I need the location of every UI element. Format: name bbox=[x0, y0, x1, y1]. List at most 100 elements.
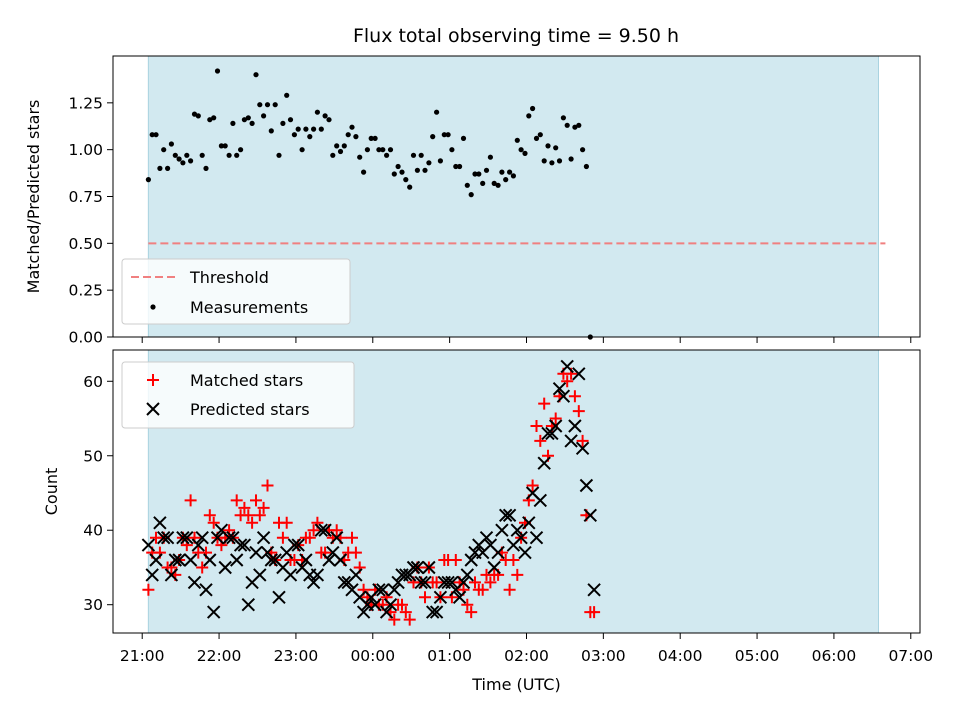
measurement-point bbox=[299, 147, 305, 153]
predicted-star-point bbox=[145, 568, 159, 582]
predicted-star-point bbox=[533, 493, 548, 508]
predicted-star-point bbox=[429, 605, 444, 619]
measurement-point bbox=[257, 102, 263, 108]
x-tick-label: 04:00 bbox=[658, 647, 703, 665]
matched-star-point bbox=[253, 509, 266, 522]
predicted-star-point bbox=[568, 419, 582, 433]
predicted-star-point bbox=[349, 568, 363, 582]
measurement-point bbox=[407, 184, 413, 190]
predicted-star-point bbox=[552, 381, 567, 396]
matched-star-point bbox=[576, 434, 589, 447]
measurement-point bbox=[291, 132, 297, 138]
matched-star-point bbox=[399, 606, 412, 619]
measurement-point bbox=[199, 152, 205, 158]
matched-star-point bbox=[538, 397, 551, 410]
y-tick-label: 0.50 bbox=[68, 235, 103, 253]
measurement-point bbox=[533, 135, 540, 141]
measurement-point bbox=[168, 141, 174, 147]
x-tick-label: 01:00 bbox=[427, 647, 472, 665]
measurement-point bbox=[172, 152, 178, 158]
measurement-point bbox=[476, 171, 482, 177]
measurement-point bbox=[364, 147, 370, 153]
measurement-point bbox=[468, 192, 474, 198]
measurement-point bbox=[311, 126, 317, 132]
measurement-point bbox=[426, 160, 432, 166]
x-tick-label: 00:00 bbox=[350, 647, 395, 665]
predicted-star-point bbox=[587, 583, 601, 597]
measurement-point bbox=[295, 126, 301, 132]
predicted-star-point bbox=[218, 560, 232, 575]
measurement-point bbox=[495, 182, 501, 188]
measurement-point bbox=[445, 132, 451, 138]
measurement-point bbox=[161, 147, 167, 153]
predicted-star-point bbox=[241, 597, 256, 612]
top-legend: Threshold Measurements bbox=[121, 258, 351, 325]
predicted-star-point bbox=[356, 605, 371, 619]
predicted-star-point bbox=[306, 575, 321, 590]
measurement-point bbox=[330, 152, 336, 158]
predicted-star-point bbox=[422, 560, 436, 575]
bottom-x-ticks: 21:00 22:00 23:00 00:00 01:00 02:00 03:00 04:00… bbox=[120, 633, 933, 665]
matched-star-point bbox=[203, 509, 216, 522]
measurement-point bbox=[422, 167, 428, 173]
matched-star-point bbox=[349, 546, 362, 559]
predicted-star-point bbox=[383, 597, 398, 612]
measurement-point bbox=[483, 167, 490, 173]
predicted-star-point bbox=[406, 560, 421, 575]
y-tick-label: 1.25 bbox=[68, 94, 103, 112]
measurement-point bbox=[165, 165, 171, 171]
predicted-star-point bbox=[310, 568, 325, 582]
matched-star-point bbox=[230, 494, 243, 507]
measurement-point bbox=[272, 102, 278, 108]
measurement-point bbox=[376, 147, 382, 153]
top-y-ticks: 0.00 0.25 0.50 0.75 1.00 1.25 bbox=[68, 94, 113, 347]
predicted-star-point bbox=[491, 545, 505, 560]
legend-measurement-swatch bbox=[150, 304, 156, 310]
measurement-point bbox=[537, 132, 543, 138]
predicted-star-point bbox=[149, 553, 163, 567]
measurement-point bbox=[395, 163, 401, 170]
y-tick-label: 30 bbox=[83, 596, 103, 614]
predicted-star-point bbox=[579, 478, 594, 493]
measurement-point bbox=[410, 152, 417, 158]
predicted-star-point bbox=[156, 530, 171, 545]
measurement-point bbox=[472, 171, 478, 177]
measurement-point bbox=[583, 163, 590, 170]
measurement-point bbox=[491, 180, 497, 186]
matched-star-point bbox=[261, 479, 274, 492]
y-tick-label: 0.75 bbox=[68, 188, 103, 206]
measurement-point bbox=[518, 147, 524, 153]
x-tick-label: 22:00 bbox=[197, 647, 242, 665]
measurement-point bbox=[195, 113, 201, 119]
matched-star-point bbox=[142, 583, 155, 596]
predicted-star-point bbox=[548, 419, 563, 433]
measurement-point bbox=[149, 132, 155, 138]
predicted-star-point bbox=[283, 568, 298, 582]
matched-star-point bbox=[303, 531, 316, 544]
measurement-points bbox=[145, 68, 593, 340]
predicted-star-point bbox=[253, 568, 267, 582]
matched-star-point bbox=[307, 524, 320, 537]
matched-star-point bbox=[396, 598, 408, 611]
predicted-star-point bbox=[183, 553, 198, 567]
measurement-point bbox=[218, 143, 224, 149]
measurement-point bbox=[234, 152, 240, 158]
predicted-star-point bbox=[176, 530, 190, 545]
predicted-star-point bbox=[387, 583, 402, 597]
predicted-star-point bbox=[314, 523, 329, 537]
x-tick-label: 07:00 bbox=[888, 647, 933, 665]
measurement-point bbox=[564, 122, 570, 128]
matched-star-point bbox=[568, 390, 581, 403]
measurement-point bbox=[249, 120, 255, 126]
matched-star-point bbox=[572, 405, 585, 418]
predicted-star-point bbox=[164, 568, 179, 582]
matched-star-point bbox=[276, 531, 289, 544]
predicted-star-point bbox=[160, 530, 175, 545]
predicted-star-point bbox=[518, 545, 532, 560]
measurement-point bbox=[245, 115, 251, 121]
x-axis-label: Time (UTC) bbox=[471, 675, 560, 694]
matched-star-point bbox=[280, 516, 293, 529]
measurement-point bbox=[560, 115, 567, 121]
measurement-point bbox=[284, 92, 290, 98]
